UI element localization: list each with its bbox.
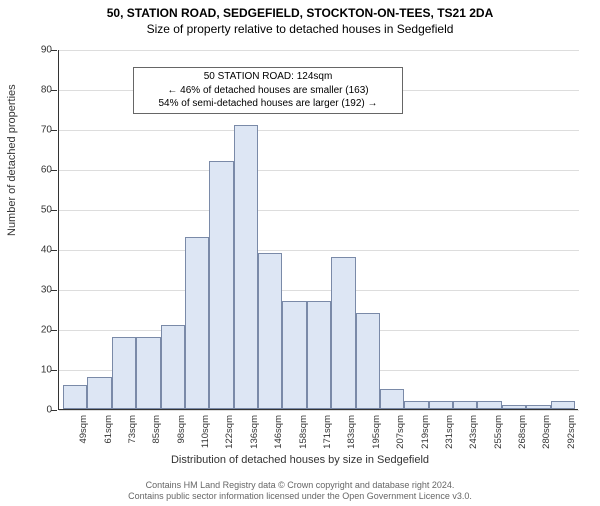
y-tick-label: 40 — [41, 245, 52, 256]
legend-box: 50 STATION ROAD: 124sqm← 46% of detached… — [133, 67, 403, 114]
x-tick-label: 73sqm — [127, 415, 138, 475]
chart-title-line1: 50, STATION ROAD, SEDGEFIELD, STOCKTON-O… — [0, 6, 600, 20]
histogram-bar — [477, 401, 501, 409]
gridline — [59, 170, 579, 171]
histogram-bar — [404, 401, 428, 409]
x-tick-label: 98sqm — [176, 415, 187, 475]
x-tick-label: 122sqm — [224, 415, 235, 475]
copyright-notice: Contains HM Land Registry data © Crown c… — [0, 480, 600, 503]
x-tick-label: 110sqm — [200, 415, 211, 475]
x-tick-label: 219sqm — [420, 415, 431, 475]
legend-line2: ← 46% of detached houses are smaller (16… — [140, 84, 396, 98]
histogram-bar — [185, 237, 209, 409]
copyright-line2: Contains public sector information licen… — [128, 491, 472, 501]
y-tick-label: 20 — [41, 325, 52, 336]
x-tick-label: 207sqm — [395, 415, 406, 475]
histogram-bar — [112, 337, 136, 409]
gridline — [59, 250, 579, 251]
histogram-bar — [258, 253, 282, 409]
histogram-bar — [136, 337, 160, 409]
copyright-line1: Contains HM Land Registry data © Crown c… — [146, 480, 455, 490]
y-tick-label: 60 — [41, 165, 52, 176]
y-tick-label: 80 — [41, 85, 52, 96]
histogram-bar — [551, 401, 575, 409]
x-tick-label: 146sqm — [273, 415, 284, 475]
x-tick-label: 158sqm — [298, 415, 309, 475]
histogram-bar — [453, 401, 477, 409]
x-tick-label: 61sqm — [103, 415, 114, 475]
gridline — [59, 210, 579, 211]
x-tick-label: 195sqm — [371, 415, 382, 475]
histogram-bar — [161, 325, 185, 409]
y-tick-label: 0 — [46, 405, 52, 416]
histogram-bar — [282, 301, 306, 409]
x-tick-label: 171sqm — [322, 415, 333, 475]
x-tick-label: 243sqm — [468, 415, 479, 475]
legend-line3: 54% of semi-detached houses are larger (… — [140, 97, 396, 111]
histogram-bar — [331, 257, 355, 409]
x-tick-label: 49sqm — [78, 415, 89, 475]
x-tick-label: 255sqm — [493, 415, 504, 475]
y-tick-label: 70 — [41, 125, 52, 136]
gridline — [59, 290, 579, 291]
histogram-bar — [87, 377, 111, 409]
x-tick-label: 136sqm — [249, 415, 260, 475]
x-tick-label: 280sqm — [541, 415, 552, 475]
gridline — [59, 410, 579, 411]
x-tick-label: 85sqm — [151, 415, 162, 475]
y-tick-label: 50 — [41, 205, 52, 216]
y-tick-label: 30 — [41, 285, 52, 296]
y-tick-label: 10 — [41, 365, 52, 376]
histogram-bar — [356, 313, 380, 409]
histogram-bar — [307, 301, 331, 409]
histogram-bar — [526, 405, 550, 409]
histogram-bar — [502, 405, 526, 409]
histogram-bar — [429, 401, 453, 409]
histogram-bar — [63, 385, 87, 409]
y-tick-label: 90 — [41, 45, 52, 56]
histogram-bar — [380, 389, 404, 409]
histogram-bar — [209, 161, 233, 409]
chart-title-line2: Size of property relative to detached ho… — [0, 22, 600, 36]
plot-region: 010203040506070809049sqm61sqm73sqm85sqm9… — [58, 50, 578, 410]
x-axis-label: Distribution of detached houses by size … — [0, 454, 600, 466]
x-tick-label: 183sqm — [346, 415, 357, 475]
chart-area: 010203040506070809049sqm61sqm73sqm85sqm9… — [58, 50, 578, 410]
legend-line1: 50 STATION ROAD: 124sqm — [140, 70, 396, 84]
x-tick-label: 231sqm — [444, 415, 455, 475]
histogram-bar — [234, 125, 258, 409]
x-tick-label: 268sqm — [517, 415, 528, 475]
gridline — [59, 130, 579, 131]
y-axis-label: Number of detached properties — [6, 84, 18, 236]
gridline — [59, 50, 579, 51]
x-tick-label: 292sqm — [566, 415, 577, 475]
